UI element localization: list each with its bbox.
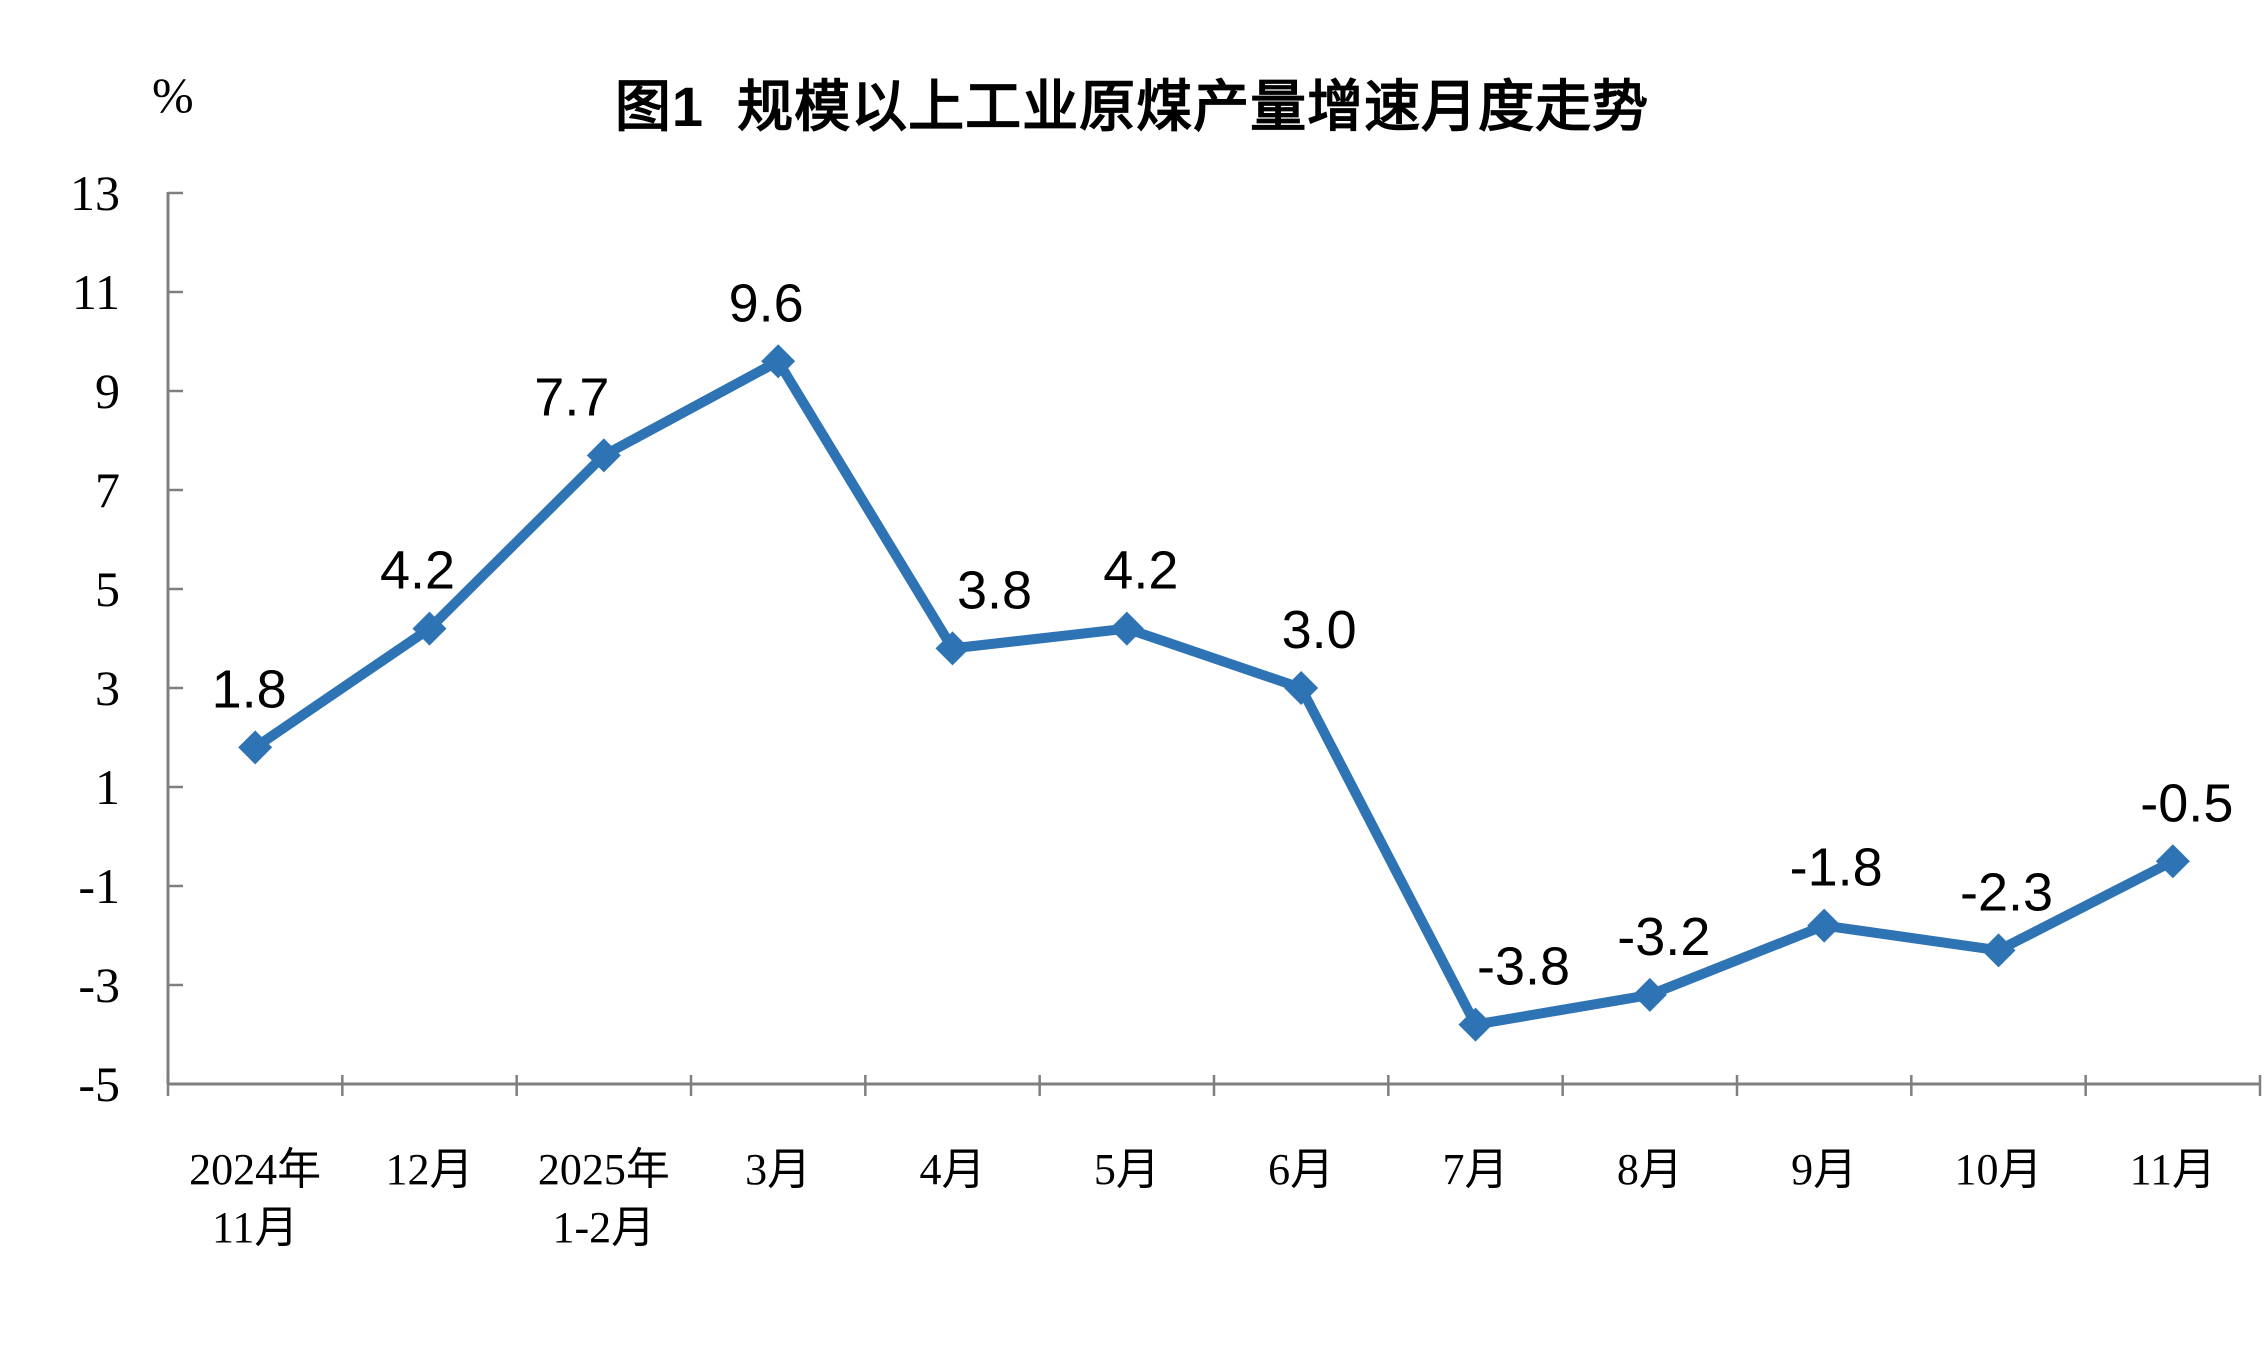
x-tick-label: 12月 <box>386 1145 474 1194</box>
data-label: 9.6 <box>729 273 804 333</box>
data-label: 3.0 <box>1282 600 1357 660</box>
y-axis-unit-label: % <box>152 67 194 123</box>
data-label: 4.2 <box>1103 541 1178 601</box>
data-label: 7.7 <box>534 367 609 427</box>
data-label: 1.8 <box>212 659 287 719</box>
x-tick-label: 2025年 1-2月 <box>538 1145 670 1252</box>
y-tick-label: 9 <box>95 363 120 419</box>
x-tick-label: 3月 <box>745 1145 811 1194</box>
y-tick-label: -5 <box>78 1056 120 1112</box>
y-tick-label: 3 <box>95 660 120 716</box>
y-tick-label: -1 <box>78 858 120 914</box>
x-tick-label: 6月 <box>1268 1145 1334 1194</box>
y-tick-label: 5 <box>95 561 120 617</box>
y-tick-label: 11 <box>72 264 120 320</box>
data-point-marker <box>761 344 796 379</box>
data-point-marker <box>412 611 447 646</box>
data-label: 3.8 <box>957 560 1032 620</box>
data-label: -3.2 <box>1617 907 1710 967</box>
y-tick-label: 1 <box>95 759 120 815</box>
y-tick-label: -3 <box>78 957 120 1013</box>
chart-title: 图1 规模以上工业原煤产量增速月度走势 <box>614 75 1650 138</box>
x-tick-label: 9月 <box>1791 1145 1857 1194</box>
data-label: 4.2 <box>380 541 455 601</box>
data-point-marker <box>1632 977 1667 1012</box>
data-label: -3.8 <box>1477 937 1570 997</box>
data-point-marker <box>238 730 273 765</box>
data-label: -1.8 <box>1790 838 1883 898</box>
x-tick-label: 10月 <box>1955 1145 2043 1194</box>
data-point-marker <box>1981 933 2016 968</box>
data-point-marker <box>1458 1007 1493 1042</box>
x-tick-label: 8月 <box>1617 1145 1683 1194</box>
x-tick-label: 2024年 11月 <box>189 1145 321 1252</box>
x-tick-label: 4月 <box>920 1145 986 1194</box>
data-point-marker <box>1807 908 1842 943</box>
y-tick-label: 7 <box>95 462 120 518</box>
data-point-marker <box>586 438 621 473</box>
data-point-marker <box>1109 611 1144 646</box>
data-point-marker <box>1284 671 1319 705</box>
data-line <box>250 356 2178 1030</box>
x-tick-label: 5月 <box>1094 1145 1160 1194</box>
y-tick-label: 13 <box>70 165 120 221</box>
x-tick-label: 11月 <box>2130 1145 2216 1194</box>
data-point-marker <box>935 631 970 666</box>
data-point-marker <box>2155 844 2190 879</box>
x-tick-label: 7月 <box>1443 1145 1509 1194</box>
data-label: -2.3 <box>1960 862 2053 922</box>
data-label: -0.5 <box>2140 773 2233 833</box>
